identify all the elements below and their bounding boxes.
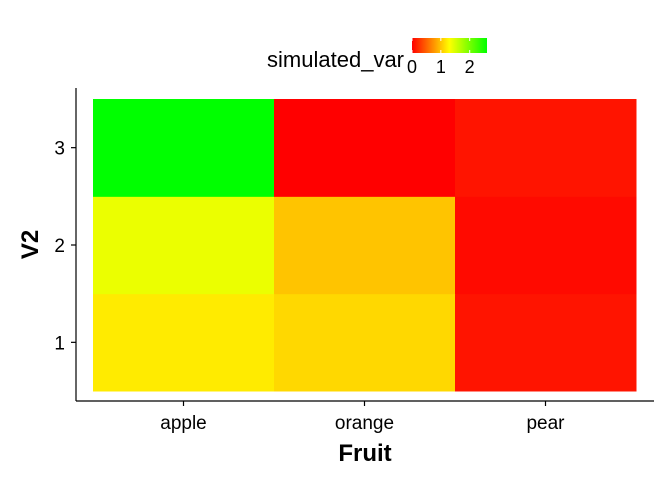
y-axis-title: V2 bbox=[17, 230, 44, 259]
heatmap-cell bbox=[274, 196, 456, 295]
heatmap-cell bbox=[93, 196, 275, 295]
legend-tick-label: 2 bbox=[465, 57, 475, 77]
heatmap-cells bbox=[93, 99, 637, 392]
x-tick-label: orange bbox=[335, 413, 394, 434]
x-axis-title: Fruit bbox=[338, 440, 391, 467]
heatmap-cell bbox=[93, 99, 275, 197]
heatmap-cell bbox=[93, 293, 275, 392]
legend-colorbar bbox=[412, 38, 487, 53]
heatmap-cell bbox=[274, 293, 456, 392]
y-tick-label: 2 bbox=[54, 236, 65, 257]
x-axis-ticks: apple orange pear bbox=[160, 401, 565, 434]
legend-tick-label: 1 bbox=[436, 57, 446, 77]
heatmap-cell bbox=[274, 99, 456, 197]
heatmap-cell bbox=[455, 293, 637, 392]
heatmap-cell bbox=[455, 99, 637, 197]
legend-tick-label: 0 bbox=[407, 57, 417, 77]
heatmap-cell bbox=[455, 196, 637, 295]
y-axis-ticks: 1 2 3 bbox=[54, 139, 76, 354]
y-tick-label: 1 bbox=[54, 333, 65, 354]
x-tick-label: apple bbox=[160, 413, 207, 434]
legend-title: simulated_var bbox=[267, 47, 404, 72]
x-tick-label: pear bbox=[526, 413, 565, 434]
y-tick-label: 3 bbox=[54, 139, 65, 160]
